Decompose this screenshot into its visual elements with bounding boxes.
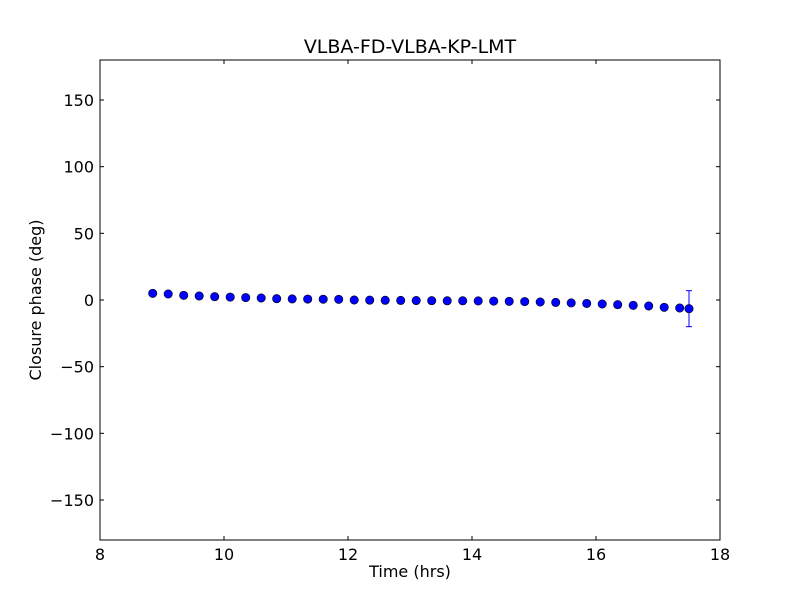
data-point	[396, 295, 406, 305]
data-point	[272, 294, 282, 304]
axis-ticks	[99, 60, 721, 540]
data-point	[644, 301, 654, 311]
data-point	[287, 294, 297, 304]
data-point	[349, 295, 359, 305]
x-tick-label: 16	[586, 545, 606, 564]
data-point	[628, 300, 638, 310]
x-tick-label: 14	[462, 545, 482, 564]
x-tick-label: 8	[95, 545, 105, 564]
data-point	[241, 293, 251, 303]
y-tick-label: 0	[84, 291, 94, 310]
y-tick-label: −150	[50, 491, 94, 510]
tick-labels: 8 10 12 14 16 18 −150 −100 −50 0 50 100 150	[50, 91, 730, 564]
y-tick-label: 100	[63, 158, 94, 177]
x-axis-label: Time (hrs)	[368, 562, 451, 581]
data-point	[566, 298, 576, 308]
x-tick-label: 18	[710, 545, 730, 564]
x-tick-label: 12	[338, 545, 358, 564]
data-point	[504, 296, 514, 306]
data-point	[535, 297, 545, 307]
data-point	[210, 292, 220, 302]
data-point	[225, 292, 235, 302]
data-point	[442, 296, 452, 306]
data-point	[489, 296, 499, 306]
y-tick-label: 50	[74, 224, 94, 243]
data-point	[473, 296, 483, 306]
y-tick-label: −100	[50, 424, 94, 443]
x-tick-label: 10	[214, 545, 234, 564]
data-point	[380, 295, 390, 305]
data-point	[179, 290, 189, 300]
data-point	[458, 296, 468, 306]
data-point	[256, 293, 266, 303]
data-point	[194, 291, 204, 301]
data-point	[411, 296, 421, 306]
data-point	[334, 294, 344, 304]
data-point	[318, 294, 328, 304]
data-point	[597, 299, 607, 309]
chart-title: VLBA-FD-VLBA-KP-LMT	[304, 36, 517, 58]
data-point	[659, 302, 669, 312]
data-point	[163, 289, 173, 299]
data-point	[551, 297, 561, 307]
data-point	[365, 295, 375, 305]
plot-frame	[99, 59, 721, 541]
data-point	[675, 303, 685, 313]
y-tick-label: −50	[60, 358, 94, 377]
data-point	[582, 298, 592, 308]
y-axis-label: Closure phase (deg)	[26, 219, 45, 380]
data-point	[148, 288, 158, 298]
data-point	[303, 294, 313, 304]
data-point	[520, 297, 530, 307]
data-point	[427, 296, 437, 306]
y-tick-label: 150	[63, 91, 94, 110]
data-point	[684, 304, 694, 314]
data-points	[148, 288, 694, 314]
data-point	[613, 300, 623, 310]
